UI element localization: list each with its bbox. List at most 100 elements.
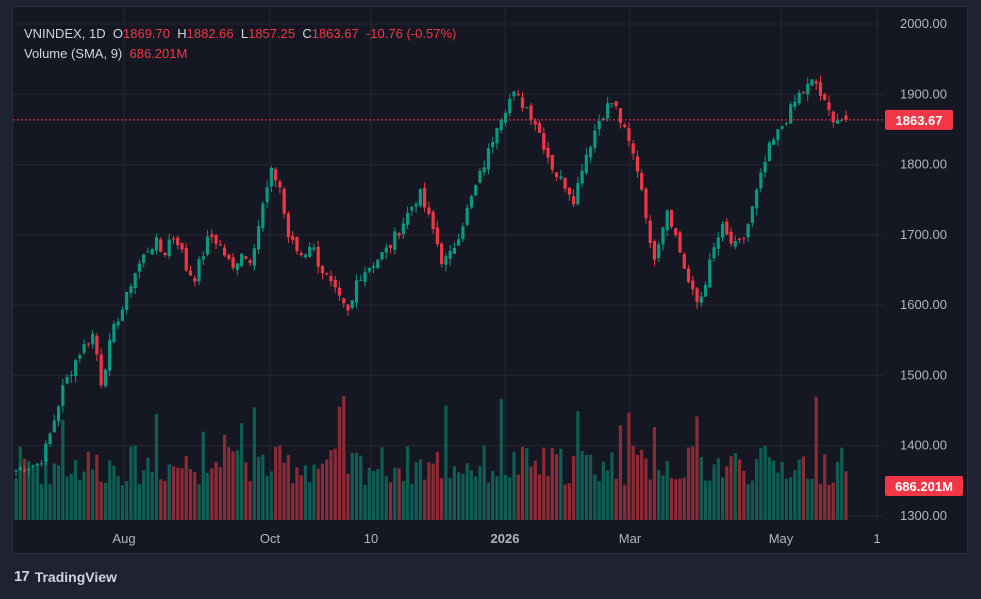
volume-bar [474, 476, 478, 520]
candle-body [65, 377, 69, 384]
volume-bar [257, 456, 261, 520]
volume-bar [388, 482, 393, 520]
candle-body [682, 254, 686, 269]
candle-body [73, 359, 78, 376]
candle-body [810, 79, 814, 86]
candle-body [767, 142, 771, 162]
candle-body [78, 355, 82, 359]
change-value: -10.76 [365, 26, 403, 41]
volume-bar [635, 454, 640, 520]
volume-bar [814, 396, 818, 520]
volume-bar [384, 476, 388, 520]
candle-body [669, 210, 674, 227]
volume-bar [580, 451, 584, 520]
candle-body [397, 233, 401, 236]
candle-body [759, 172, 763, 189]
volume-bar [669, 477, 674, 520]
candle-body [354, 280, 359, 303]
candle-body [597, 121, 601, 130]
candle-body [478, 170, 482, 183]
volume-bar [325, 459, 329, 520]
volume-bar [546, 475, 550, 520]
candle-body [844, 115, 848, 120]
volume-bar [52, 463, 56, 520]
volume-bar [444, 405, 448, 520]
volume-bar [495, 476, 499, 520]
volume-bar [320, 463, 325, 520]
volume-bar [180, 468, 184, 520]
volume-bar [133, 445, 137, 520]
candle-body [333, 280, 337, 288]
volume-bar [222, 434, 227, 520]
volume-bar [452, 466, 457, 520]
x-tick-label: 10 [364, 531, 378, 546]
tradingview-icon: 17 [14, 568, 30, 585]
candle-body [589, 146, 593, 158]
candle-body [414, 203, 418, 207]
candle-body [644, 188, 648, 219]
volume-indicator-label[interactable]: Volume (SMA, 9) [24, 46, 123, 61]
volume-bar [499, 398, 503, 520]
volume-bar [103, 482, 107, 520]
candle-body [571, 196, 576, 205]
symbol-label[interactable]: VNINDEX [24, 26, 82, 41]
volume-bar [167, 464, 171, 520]
candle-body [39, 463, 44, 465]
volume-bar [154, 413, 159, 520]
candle-body [257, 226, 261, 250]
candle-body [567, 187, 571, 195]
candle-body [154, 237, 159, 251]
volume-bar [431, 463, 435, 520]
volume-bar [371, 470, 376, 520]
y-tick-label: 1400.00 [900, 438, 947, 453]
volume-bar [776, 472, 780, 520]
candle-body [359, 279, 363, 281]
volume-bar [465, 463, 469, 520]
volume-bar [806, 478, 810, 520]
candle-body [614, 101, 618, 107]
candle-body [167, 239, 171, 257]
volume-bar [631, 445, 635, 520]
volume-bar [295, 467, 299, 520]
volume-bar [657, 470, 661, 520]
volume-bar [69, 473, 73, 520]
low-value: 1857.25 [248, 26, 296, 41]
candle-body [180, 243, 184, 250]
candle-body [452, 247, 457, 254]
interval-label[interactable]: 1D [89, 26, 106, 41]
candle-body [674, 228, 678, 236]
volume-bar [818, 483, 823, 520]
candle-body [725, 221, 729, 235]
volume-bar [231, 451, 235, 520]
candle-body [320, 266, 325, 273]
candle-body [486, 148, 491, 170]
candle-body [325, 273, 329, 275]
candle-body [61, 385, 65, 406]
candle-body [784, 123, 789, 125]
candle-body [388, 245, 393, 248]
candle-body [410, 207, 414, 211]
volume-bar [184, 455, 188, 520]
candle-body [495, 128, 499, 144]
volume-bar [142, 470, 146, 520]
candle-body [210, 234, 214, 237]
tradingview-logo[interactable]: 17 TradingView [14, 568, 117, 585]
candle-body [503, 112, 508, 123]
volume-bars [14, 395, 848, 520]
candle-body [457, 239, 461, 246]
volume-bar [469, 470, 474, 520]
candle-body [580, 170, 584, 184]
volume-bar [286, 454, 291, 520]
volume-bar [342, 395, 346, 520]
volume-bar [661, 475, 665, 520]
x-tick-label: May [769, 531, 794, 546]
candle-body [56, 406, 61, 422]
candle-body [120, 309, 125, 321]
volume-bar [316, 468, 320, 520]
candle-body [686, 268, 691, 283]
candle-body [337, 287, 342, 296]
candle-body [601, 118, 605, 120]
candle-body [376, 259, 380, 269]
candle-body [214, 235, 218, 244]
